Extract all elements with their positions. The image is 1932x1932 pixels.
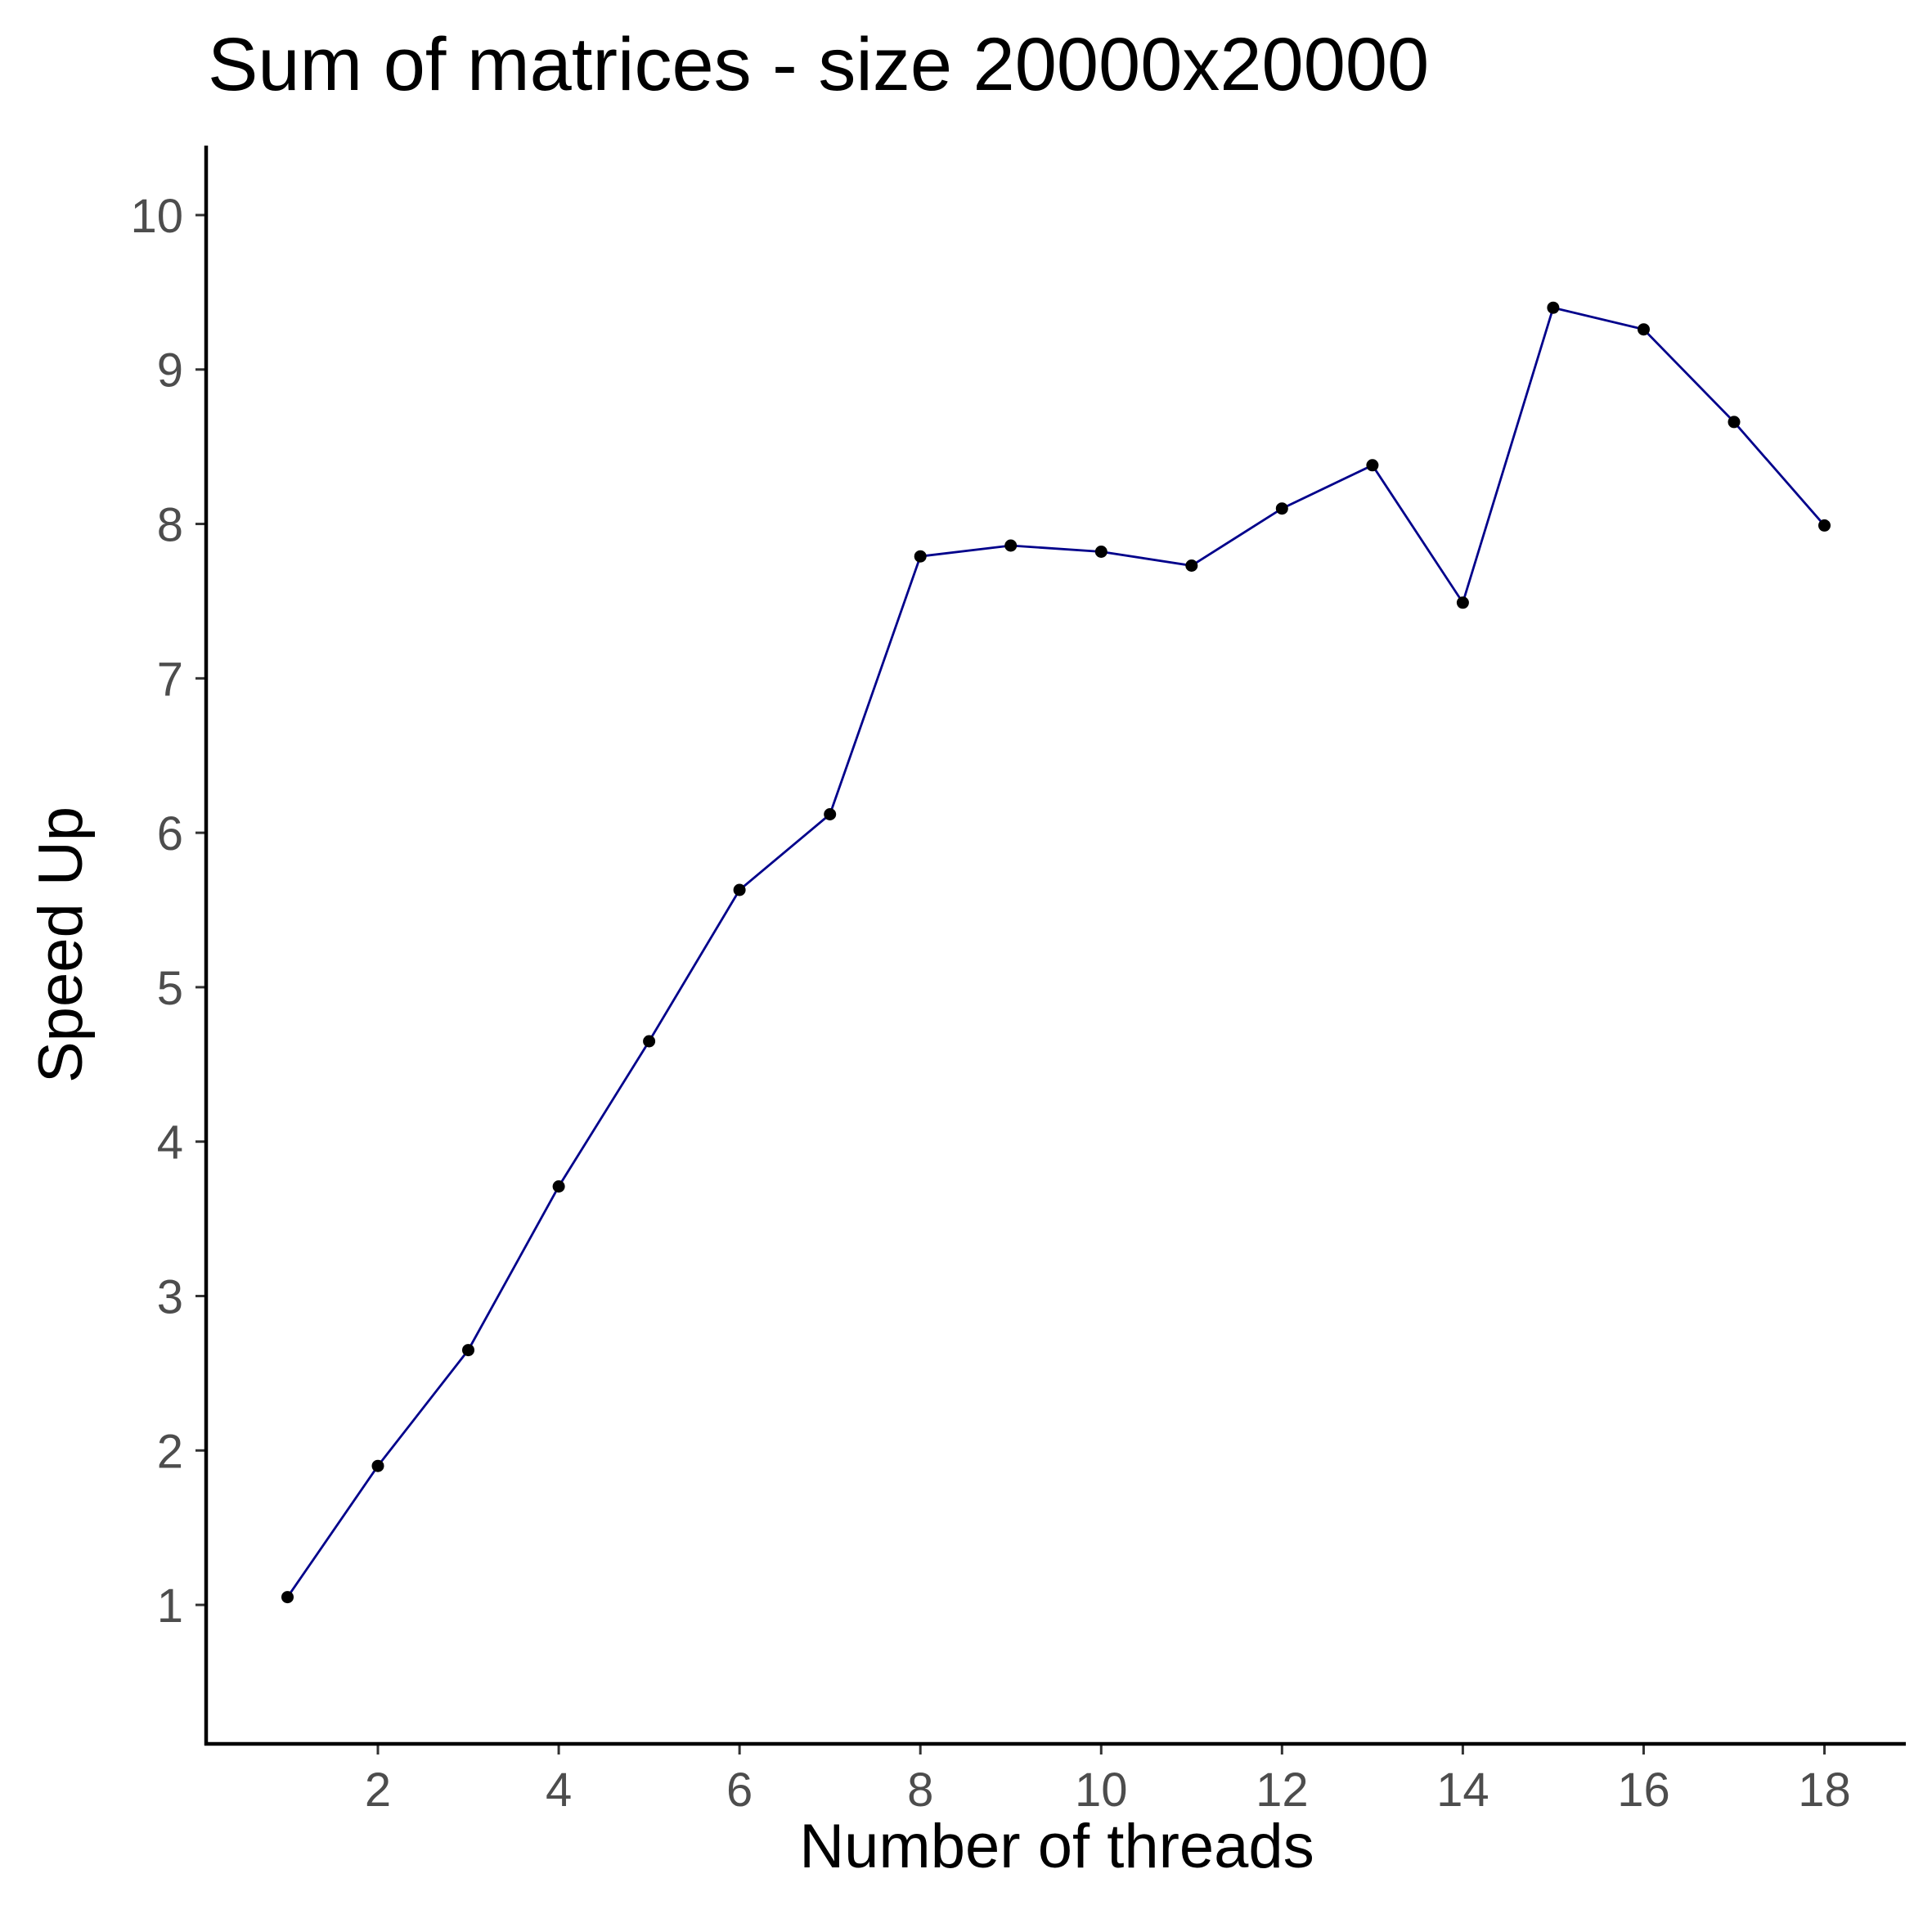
x-tick-label: 10 bbox=[1075, 1764, 1128, 1817]
y-tick-label: 1 bbox=[157, 1579, 183, 1633]
y-tick-label: 9 bbox=[157, 344, 183, 398]
y-tick-label: 4 bbox=[157, 1117, 183, 1170]
data-point bbox=[1728, 416, 1741, 429]
y-tick-label: 7 bbox=[157, 653, 183, 706]
y-axis-title: Speed Up bbox=[26, 806, 96, 1083]
y-tick-label: 5 bbox=[157, 962, 183, 1015]
data-point bbox=[1094, 546, 1108, 558]
y-tick-label: 6 bbox=[157, 807, 183, 860]
data-point bbox=[643, 1035, 656, 1048]
x-tick-label: 12 bbox=[1256, 1764, 1309, 1817]
data-point bbox=[1818, 519, 1831, 532]
data-point bbox=[1004, 539, 1018, 552]
data-point bbox=[914, 550, 927, 563]
data-point bbox=[733, 883, 746, 896]
data-point bbox=[462, 1344, 474, 1357]
x-tick-label: 8 bbox=[907, 1764, 933, 1817]
data-point bbox=[552, 1180, 565, 1193]
x-tick-label: 14 bbox=[1436, 1764, 1489, 1817]
data-point bbox=[824, 808, 837, 820]
data-point bbox=[1185, 559, 1198, 572]
x-tick-label: 2 bbox=[365, 1764, 391, 1817]
y-tick-label: 3 bbox=[157, 1271, 183, 1324]
data-point bbox=[371, 1459, 384, 1472]
y-tick-label: 8 bbox=[157, 499, 183, 552]
data-point bbox=[1456, 596, 1469, 609]
x-axis-ticks: 2 4 6 8 10 12 14 16 18 bbox=[365, 1744, 1851, 1817]
x-tick-label: 6 bbox=[726, 1764, 753, 1817]
x-tick-label: 4 bbox=[546, 1764, 572, 1817]
chart-title: Sum of matrices - size 20000x20000 bbox=[208, 23, 1429, 106]
data-point bbox=[1547, 301, 1560, 314]
data-point bbox=[281, 1591, 294, 1604]
series-group bbox=[281, 301, 1831, 1604]
x-tick-label: 18 bbox=[1798, 1764, 1851, 1817]
x-axis-title: Number of threads bbox=[799, 1812, 1314, 1881]
data-point bbox=[1638, 323, 1650, 336]
series-line bbox=[286, 306, 1826, 1598]
data-point bbox=[1366, 459, 1379, 472]
y-tick-label: 2 bbox=[157, 1425, 183, 1478]
data-point bbox=[1275, 502, 1288, 515]
x-tick-label: 16 bbox=[1617, 1764, 1670, 1817]
y-axis-ticks: 1 2 3 4 5 6 7 8 9 10 bbox=[130, 190, 206, 1633]
y-tick-label: 10 bbox=[130, 190, 183, 243]
